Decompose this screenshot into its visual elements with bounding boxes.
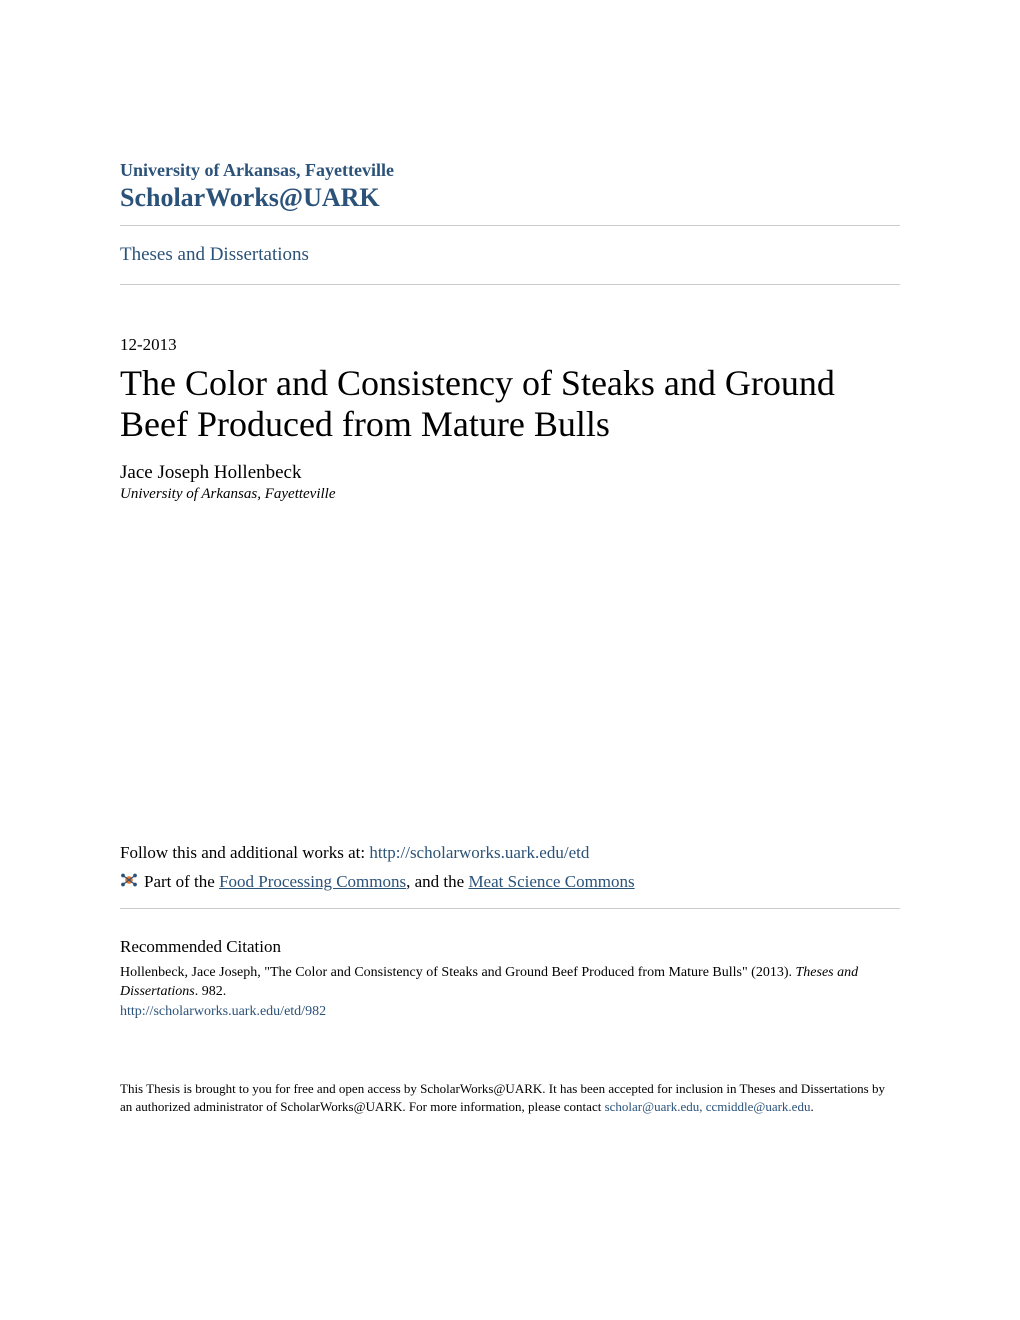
commons-link-1[interactable]: Food Processing Commons — [219, 872, 406, 891]
repository-name[interactable]: ScholarWorks@UARK — [120, 183, 900, 213]
network-icon — [120, 871, 138, 894]
breadcrumb[interactable]: Theses and Dissertations — [120, 226, 900, 284]
citation-text: Hollenbeck, Jace Joseph, "The Color and … — [120, 963, 900, 1002]
divider-breadcrumb — [120, 284, 900, 285]
follow-url-link[interactable]: http://scholarworks.uark.edu/etd — [369, 843, 589, 862]
citation-part1: Hollenbeck, Jace Joseph, "The Color and … — [120, 965, 796, 980]
partof-prefix: Part of the — [144, 872, 219, 891]
publication-date: 12-2013 — [120, 335, 900, 355]
author-affiliation: University of Arkansas, Fayetteville — [120, 486, 900, 503]
citation-section: Recommended Citation Hollenbeck, Jace Jo… — [120, 923, 900, 1020]
follow-prefix: Follow this and additional works at: — [120, 843, 369, 862]
citation-part2: . 982. — [195, 984, 227, 999]
follow-line: Follow this and additional works at: htt… — [120, 843, 900, 863]
partof-mid: , and the — [406, 872, 468, 891]
part-of-line: Part of the Food Processing Commons, and… — [120, 871, 900, 894]
footer-part2: . — [810, 1099, 813, 1114]
author-name: Jace Joseph Hollenbeck — [120, 462, 900, 484]
citation-url[interactable]: http://scholarworks.uark.edu/etd/982 — [120, 1004, 900, 1020]
footer-email[interactable]: scholar@uark.edu, ccmiddle@uark.edu — [605, 1099, 811, 1114]
institution-name: University of Arkansas, Fayetteville — [120, 160, 900, 181]
part-of-text: Part of the Food Processing Commons, and… — [144, 872, 635, 892]
follow-section: Follow this and additional works at: htt… — [120, 843, 900, 894]
header-block: University of Arkansas, Fayetteville Sch… — [120, 160, 900, 213]
footer-text: This Thesis is brought to you for free a… — [120, 1080, 900, 1116]
document-title: The Color and Consistency of Steaks and … — [120, 363, 900, 446]
commons-link-2[interactable]: Meat Science Commons — [468, 872, 634, 891]
citation-heading: Recommended Citation — [120, 937, 900, 957]
divider-citation — [120, 908, 900, 909]
